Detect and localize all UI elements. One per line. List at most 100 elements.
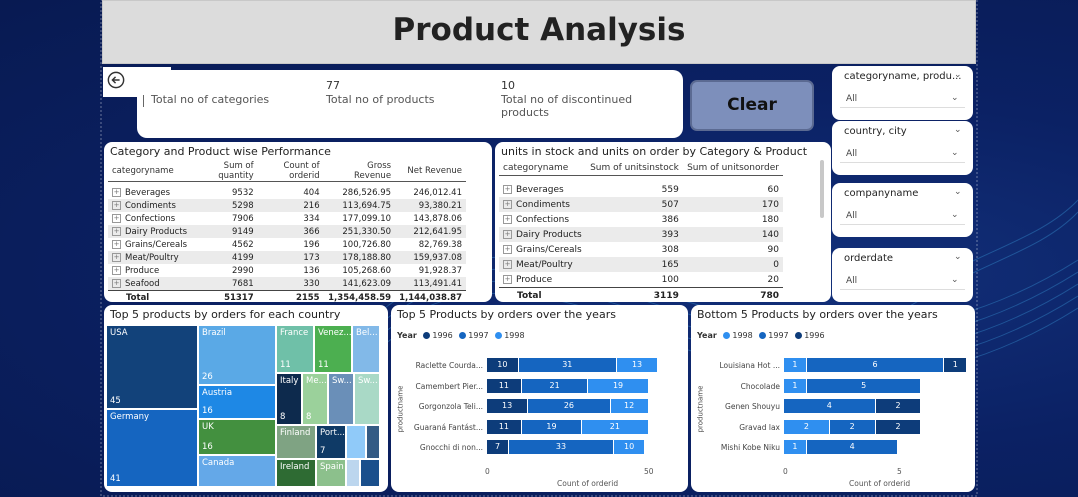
table-row[interactable]: + Grains/Cereals 4562 196 100,726.80 82,769.3… xyxy=(108,238,466,251)
treemap-tile[interactable]: Port... 7 xyxy=(316,425,346,459)
column-header[interactable]: Gross Revenue xyxy=(354,161,392,181)
bar-segment[interactable]: 12 xyxy=(610,399,649,413)
slicer-dropdown[interactable]: All ⌄ xyxy=(840,90,965,108)
treemap-tile[interactable]: Germany 41 xyxy=(106,409,198,487)
bar-segment[interactable]: 19 xyxy=(521,419,583,434)
column-header[interactable]: Sum of quantity xyxy=(218,161,254,181)
expand-icon[interactable]: + xyxy=(112,265,121,275)
bar-segment[interactable]: 31 xyxy=(518,358,617,372)
bar-segment[interactable]: 2 xyxy=(875,419,922,434)
chevron-down-icon[interactable]: ⌄ xyxy=(954,252,962,262)
chevron-down-icon[interactable]: ⌄ xyxy=(954,125,962,135)
legend-item[interactable]: 1996 xyxy=(804,331,825,340)
bar-segment[interactable]: 10 xyxy=(487,358,519,372)
treemap-tile[interactable]: Brazil 26 xyxy=(198,325,276,385)
slicer-companyname[interactable]: companyname ⌄ All ⌄ xyxy=(832,183,973,237)
treemap-tile[interactable]: Finland xyxy=(276,425,316,459)
table-row[interactable]: + Meat/Poultry 165 0 xyxy=(499,257,783,272)
table-row[interactable]: + Grains/Cereals 308 90 xyxy=(499,242,783,257)
table-row[interactable]: + Condiments 5298 216 113,694.75 93,380.21 xyxy=(108,199,466,212)
column-header[interactable]: Sum of unitsinstock xyxy=(590,163,679,173)
slicer-dropdown[interactable]: All ⌄ xyxy=(840,272,965,290)
bar-segment[interactable]: 13 xyxy=(616,358,659,372)
slicer-dropdown[interactable]: All ⌄ xyxy=(840,207,965,225)
chevron-down-icon[interactable]: ⌄ xyxy=(954,187,962,197)
slicer-dropdown[interactable]: All ⌄ xyxy=(840,145,965,163)
treemap-tile[interactable]: Italy 8 xyxy=(276,373,302,425)
slicer-category-product[interactable]: categoryname, produ... ⌄ All ⌄ xyxy=(832,66,973,120)
expand-icon[interactable]: + xyxy=(503,244,512,254)
expand-icon[interactable]: + xyxy=(112,213,121,223)
expand-icon[interactable]: + xyxy=(112,187,121,197)
bar-segment[interactable]: 33 xyxy=(509,440,614,454)
column-header[interactable]: Sum of unitsonorder xyxy=(687,163,779,173)
legend-item[interactable]: 1996 xyxy=(432,331,453,340)
bar-segment[interactable]: 10 xyxy=(613,440,646,454)
legend-item[interactable]: 1997 xyxy=(768,331,789,340)
scrollbar-thumb[interactable] xyxy=(820,160,824,218)
table-row[interactable]: + Confections 7906 334 177,099.10 143,878.06 xyxy=(108,212,466,225)
bar-segment[interactable]: 1 xyxy=(784,440,807,454)
treemap-tile[interactable]: Sw... xyxy=(328,373,354,425)
bar-segment[interactable]: 11 xyxy=(487,419,522,434)
treemap-tile[interactable]: Spain xyxy=(316,459,346,487)
bar-segment[interactable]: 21 xyxy=(582,419,649,434)
treemap-tile[interactable] xyxy=(366,425,380,459)
treemap-tile[interactable]: Bel... xyxy=(352,325,380,373)
legend-item[interactable]: 1998 xyxy=(504,331,525,340)
treemap-tile[interactable] xyxy=(346,459,360,487)
table-row[interactable]: + Confections 386 180 xyxy=(499,212,783,227)
bar-segment[interactable]: 1 xyxy=(944,358,968,372)
table-row[interactable]: + Dairy Products 9149 366 251,330.50 212,641.… xyxy=(108,225,466,238)
bar-segment[interactable]: 21 xyxy=(521,378,589,393)
bar-segment[interactable]: 4 xyxy=(784,399,876,413)
expand-icon[interactable]: + xyxy=(112,252,121,262)
expand-icon[interactable]: + xyxy=(112,200,121,210)
slicer-country-city[interactable]: country, city ⌄ All ⌄ xyxy=(832,121,973,175)
bar-segment[interactable]: 6 xyxy=(806,358,945,372)
expand-icon[interactable]: + xyxy=(112,239,121,249)
column-header[interactable]: categoryname xyxy=(112,166,174,176)
bar-segment[interactable]: 26 xyxy=(528,399,611,413)
bar-segment[interactable]: 1 xyxy=(784,358,807,372)
column-header[interactable]: Net Revenue xyxy=(407,166,462,176)
expand-icon[interactable]: + xyxy=(112,278,121,288)
bar-segment[interactable]: 7 xyxy=(487,440,510,454)
bar-segment[interactable]: 11 xyxy=(487,378,522,393)
expand-icon[interactable]: + xyxy=(503,184,512,194)
table-row[interactable]: + Meat/Poultry 4199 173 178,188.80 159,937.08 xyxy=(108,251,466,264)
table-row[interactable]: + Produce 100 20 xyxy=(499,272,783,288)
table-row[interactable]: + Dairy Products 393 140 xyxy=(499,227,783,242)
treemap-tile[interactable]: UK 16 xyxy=(198,419,276,455)
legend-item[interactable]: 1997 xyxy=(468,331,489,340)
treemap-tile[interactable]: Austria 16 xyxy=(198,385,276,419)
bar-segment[interactable]: 2 xyxy=(829,419,876,434)
column-header[interactable]: categoryname xyxy=(503,163,569,173)
chevron-down-icon[interactable]: ⌄ xyxy=(954,70,962,80)
expand-icon[interactable]: + xyxy=(503,229,512,239)
bar-segment[interactable]: 4 xyxy=(806,440,899,454)
expand-icon[interactable]: + xyxy=(503,259,512,269)
expand-icon[interactable]: + xyxy=(503,199,512,209)
treemap-tile[interactable] xyxy=(360,459,380,487)
bar-segment[interactable]: 2 xyxy=(784,419,830,434)
treemap-tile[interactable]: Canada xyxy=(198,455,276,487)
table-row[interactable]: + Beverages 9532 404 286,526.95 246,012.41 xyxy=(108,186,466,199)
legend-item[interactable]: 1998 xyxy=(732,331,753,340)
bar-segment[interactable]: 1 xyxy=(784,378,807,393)
table-row[interactable]: + Beverages 559 60 xyxy=(499,182,783,197)
slicer-orderdate[interactable]: orderdate ⌄ All ⌄ xyxy=(832,248,973,302)
bar-segment[interactable]: 2 xyxy=(875,399,922,413)
expand-icon[interactable]: + xyxy=(503,214,512,224)
expand-icon[interactable]: + xyxy=(503,274,512,284)
bar-segment[interactable]: 13 xyxy=(487,399,529,413)
treemap-tile[interactable]: Ireland xyxy=(276,459,316,487)
treemap-tile[interactable] xyxy=(346,425,366,459)
treemap-tile[interactable]: Sw... xyxy=(354,373,380,425)
expand-icon[interactable]: + xyxy=(112,226,121,236)
treemap-tile[interactable]: Me... 8 xyxy=(302,373,328,425)
clear-button[interactable]: Clear xyxy=(690,80,814,131)
table-row[interactable]: + Produce 2990 136 105,268.60 91,928.37 xyxy=(108,264,466,277)
treemap-tile[interactable]: France 11 xyxy=(276,325,314,373)
bar-segment[interactable]: 5 xyxy=(806,378,922,393)
